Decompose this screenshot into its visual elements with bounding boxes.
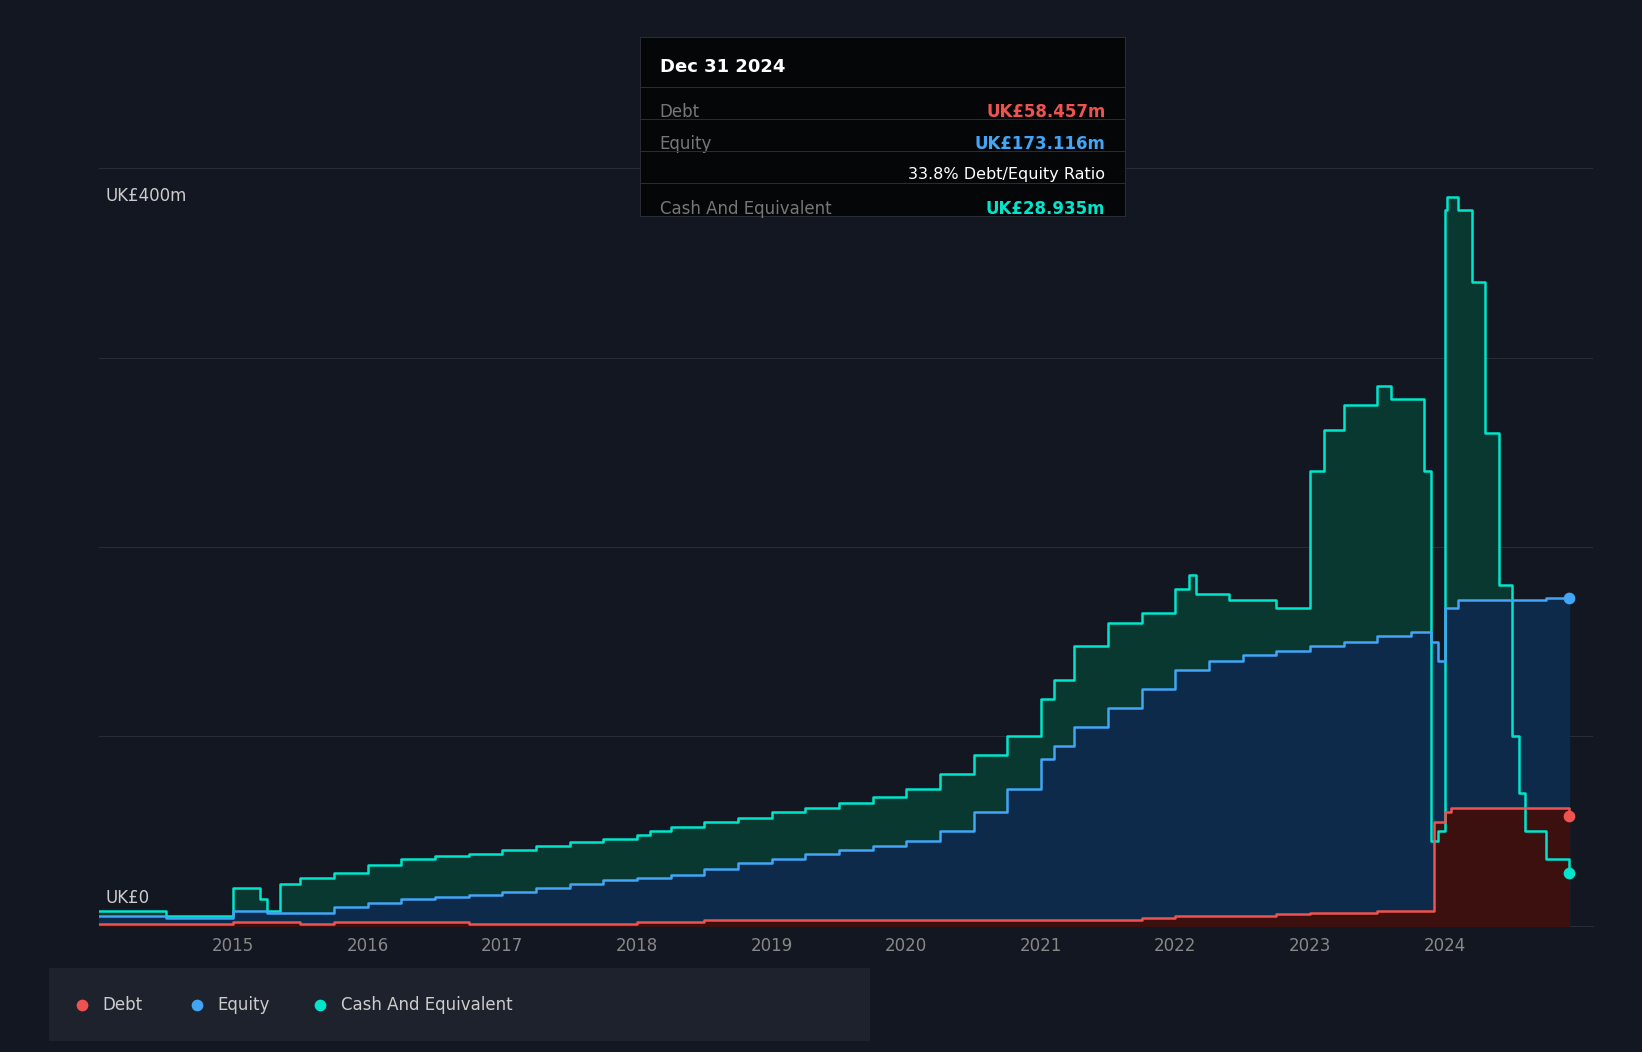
Text: Debt: Debt — [103, 995, 143, 1014]
Text: Equity: Equity — [660, 135, 713, 154]
Point — [1555, 865, 1581, 882]
Text: Equity: Equity — [218, 995, 269, 1014]
Point — [1555, 808, 1581, 825]
Text: UK£58.457m: UK£58.457m — [985, 103, 1105, 121]
Text: Cash And Equivalent: Cash And Equivalent — [660, 200, 831, 218]
Text: UK£173.116m: UK£173.116m — [974, 135, 1105, 154]
Text: UK£0: UK£0 — [107, 889, 149, 907]
Text: Dec 31 2024: Dec 31 2024 — [660, 58, 785, 77]
Text: UK£400m: UK£400m — [107, 187, 187, 205]
Text: 33.8% Debt/Equity Ratio: 33.8% Debt/Equity Ratio — [908, 167, 1105, 182]
Point — [69, 996, 95, 1013]
Point — [307, 996, 333, 1013]
Text: Debt: Debt — [660, 103, 699, 121]
Text: UK£28.935m: UK£28.935m — [985, 200, 1105, 218]
Point — [1555, 590, 1581, 607]
Point — [184, 996, 210, 1013]
Text: Cash And Equivalent: Cash And Equivalent — [342, 995, 512, 1014]
